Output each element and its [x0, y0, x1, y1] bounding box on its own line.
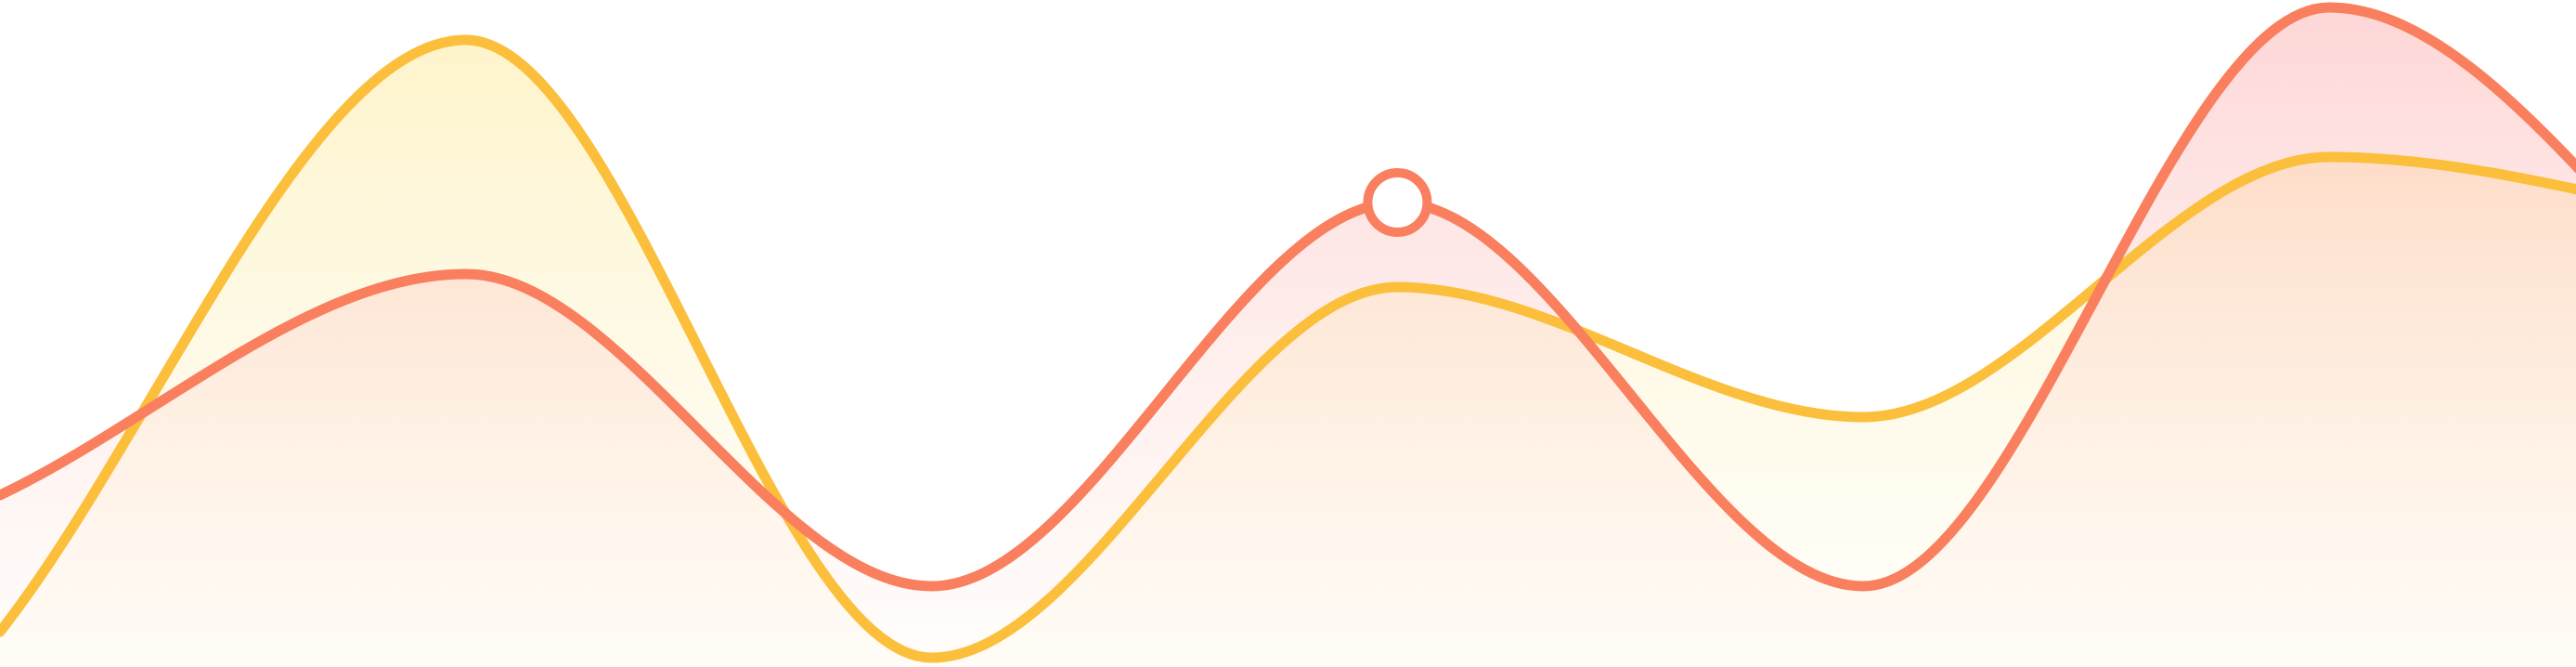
series-0-line [0, 34, 2576, 663]
highlight-point-marker[interactable] [1363, 168, 1432, 237]
series-1-line [0, 2, 2576, 592]
marker-layer [1363, 168, 1432, 237]
